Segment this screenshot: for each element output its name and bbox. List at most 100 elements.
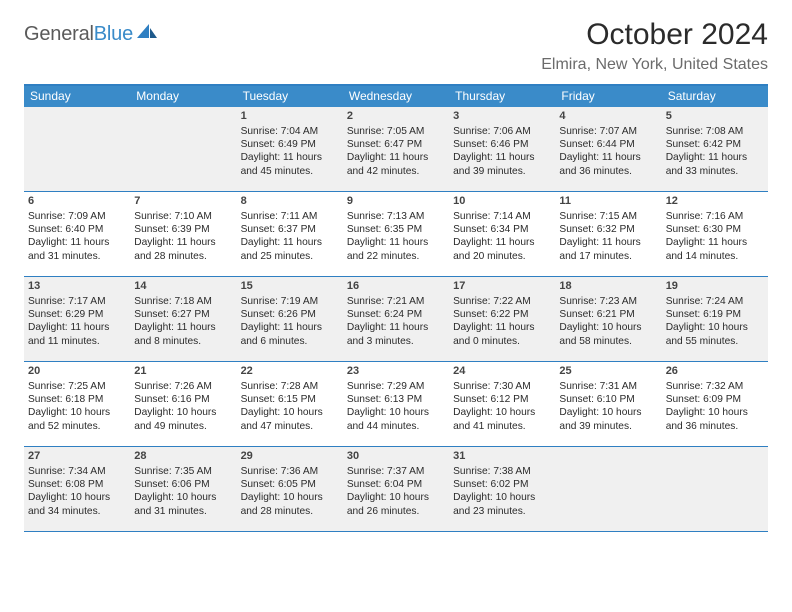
sunrise-text: Sunrise: 7:15 AM [559, 210, 657, 223]
calendar-day-cell: 10Sunrise: 7:14 AMSunset: 6:34 PMDayligh… [449, 192, 555, 276]
daylight-text: Daylight: 10 hours and 36 minutes. [666, 406, 764, 433]
sunrise-text: Sunrise: 7:36 AM [241, 465, 339, 478]
day-number: 11 [559, 194, 657, 209]
daylight-text: Daylight: 11 hours and 14 minutes. [666, 236, 764, 263]
calendar-day-cell: 9Sunrise: 7:13 AMSunset: 6:35 PMDaylight… [343, 192, 449, 276]
day-number: 28 [134, 449, 232, 464]
daylight-text: Daylight: 11 hours and 6 minutes. [241, 321, 339, 348]
sunrise-text: Sunrise: 7:17 AM [28, 295, 126, 308]
calendar-day-cell: 29Sunrise: 7:36 AMSunset: 6:05 PMDayligh… [237, 447, 343, 531]
sunrise-text: Sunrise: 7:19 AM [241, 295, 339, 308]
sunset-text: Sunset: 6:37 PM [241, 223, 339, 236]
page-title: October 2024 [541, 18, 768, 52]
sunrise-text: Sunrise: 7:11 AM [241, 210, 339, 223]
calendar-week-row: 20Sunrise: 7:25 AMSunset: 6:18 PMDayligh… [24, 362, 768, 447]
sunrise-text: Sunrise: 7:06 AM [453, 125, 551, 138]
logo-text-blue: Blue [94, 23, 133, 45]
daylight-text: Daylight: 11 hours and 22 minutes. [347, 236, 445, 263]
location-label: Elmira, New York, United States [541, 56, 768, 74]
daylight-text: Daylight: 10 hours and 41 minutes. [453, 406, 551, 433]
daylight-text: Daylight: 10 hours and 44 minutes. [347, 406, 445, 433]
calendar-header-row: SundayMondayTuesdayWednesdayThursdayFrid… [24, 86, 768, 107]
sunrise-text: Sunrise: 7:05 AM [347, 125, 445, 138]
calendar-day-cell: 24Sunrise: 7:30 AMSunset: 6:12 PMDayligh… [449, 362, 555, 446]
calendar-week-row: 13Sunrise: 7:17 AMSunset: 6:29 PMDayligh… [24, 277, 768, 362]
calendar-day-cell: 13Sunrise: 7:17 AMSunset: 6:29 PMDayligh… [24, 277, 130, 361]
calendar-day-cell: 30Sunrise: 7:37 AMSunset: 6:04 PMDayligh… [343, 447, 449, 531]
daylight-text: Daylight: 11 hours and 8 minutes. [134, 321, 232, 348]
sunset-text: Sunset: 6:46 PM [453, 138, 551, 151]
calendar-day-cell: 22Sunrise: 7:28 AMSunset: 6:15 PMDayligh… [237, 362, 343, 446]
sunrise-text: Sunrise: 7:35 AM [134, 465, 232, 478]
sunrise-text: Sunrise: 7:38 AM [453, 465, 551, 478]
daylight-text: Daylight: 10 hours and 49 minutes. [134, 406, 232, 433]
sunrise-text: Sunrise: 7:22 AM [453, 295, 551, 308]
sunset-text: Sunset: 6:29 PM [28, 308, 126, 321]
sunrise-text: Sunrise: 7:31 AM [559, 380, 657, 393]
sunset-text: Sunset: 6:44 PM [559, 138, 657, 151]
daylight-text: Daylight: 11 hours and 39 minutes. [453, 151, 551, 178]
sunset-text: Sunset: 6:42 PM [666, 138, 764, 151]
calendar-day-cell: 17Sunrise: 7:22 AMSunset: 6:22 PMDayligh… [449, 277, 555, 361]
calendar-day-cell [24, 107, 130, 191]
sunrise-text: Sunrise: 7:29 AM [347, 380, 445, 393]
day-number: 29 [241, 449, 339, 464]
sunrise-text: Sunrise: 7:21 AM [347, 295, 445, 308]
daylight-text: Daylight: 11 hours and 0 minutes. [453, 321, 551, 348]
day-number: 19 [666, 279, 764, 294]
sunset-text: Sunset: 6:18 PM [28, 393, 126, 406]
calendar-week-row: 6Sunrise: 7:09 AMSunset: 6:40 PMDaylight… [24, 192, 768, 277]
title-block: October 2024 Elmira, New York, United St… [541, 18, 768, 74]
day-number: 3 [453, 109, 551, 124]
calendar-day-cell: 11Sunrise: 7:15 AMSunset: 6:32 PMDayligh… [555, 192, 661, 276]
sunrise-text: Sunrise: 7:09 AM [28, 210, 126, 223]
day-number: 24 [453, 364, 551, 379]
sunrise-text: Sunrise: 7:04 AM [241, 125, 339, 138]
day-number: 7 [134, 194, 232, 209]
sunset-text: Sunset: 6:09 PM [666, 393, 764, 406]
calendar-header-cell: Sunday [24, 86, 130, 107]
calendar-day-cell: 1Sunrise: 7:04 AMSunset: 6:49 PMDaylight… [237, 107, 343, 191]
calendar-day-cell: 2Sunrise: 7:05 AMSunset: 6:47 PMDaylight… [343, 107, 449, 191]
calendar-week-row: 27Sunrise: 7:34 AMSunset: 6:08 PMDayligh… [24, 447, 768, 532]
sunrise-text: Sunrise: 7:25 AM [28, 380, 126, 393]
daylight-text: Daylight: 11 hours and 28 minutes. [134, 236, 232, 263]
sunrise-text: Sunrise: 7:13 AM [347, 210, 445, 223]
calendar-day-cell: 15Sunrise: 7:19 AMSunset: 6:26 PMDayligh… [237, 277, 343, 361]
day-number: 14 [134, 279, 232, 294]
daylight-text: Daylight: 10 hours and 31 minutes. [134, 491, 232, 518]
calendar-day-cell: 12Sunrise: 7:16 AMSunset: 6:30 PMDayligh… [662, 192, 768, 276]
day-number: 6 [28, 194, 126, 209]
sunset-text: Sunset: 6:08 PM [28, 478, 126, 491]
daylight-text: Daylight: 11 hours and 17 minutes. [559, 236, 657, 263]
day-number: 27 [28, 449, 126, 464]
calendar-day-cell: 28Sunrise: 7:35 AMSunset: 6:06 PMDayligh… [130, 447, 236, 531]
daylight-text: Daylight: 10 hours and 28 minutes. [241, 491, 339, 518]
daylight-text: Daylight: 11 hours and 33 minutes. [666, 151, 764, 178]
sunrise-text: Sunrise: 7:28 AM [241, 380, 339, 393]
calendar-day-cell: 20Sunrise: 7:25 AMSunset: 6:18 PMDayligh… [24, 362, 130, 446]
day-number: 31 [453, 449, 551, 464]
day-number: 12 [666, 194, 764, 209]
calendar-day-cell: 19Sunrise: 7:24 AMSunset: 6:19 PMDayligh… [662, 277, 768, 361]
sunset-text: Sunset: 6:12 PM [453, 393, 551, 406]
day-number: 5 [666, 109, 764, 124]
calendar-day-cell [130, 107, 236, 191]
sunset-text: Sunset: 6:34 PM [453, 223, 551, 236]
day-number: 23 [347, 364, 445, 379]
daylight-text: Daylight: 11 hours and 3 minutes. [347, 321, 445, 348]
calendar-day-cell: 3Sunrise: 7:06 AMSunset: 6:46 PMDaylight… [449, 107, 555, 191]
sunset-text: Sunset: 6:05 PM [241, 478, 339, 491]
calendar-day-cell: 18Sunrise: 7:23 AMSunset: 6:21 PMDayligh… [555, 277, 661, 361]
day-number: 18 [559, 279, 657, 294]
sunset-text: Sunset: 6:16 PM [134, 393, 232, 406]
sunset-text: Sunset: 6:22 PM [453, 308, 551, 321]
sunset-text: Sunset: 6:49 PM [241, 138, 339, 151]
sunset-text: Sunset: 6:02 PM [453, 478, 551, 491]
sunrise-text: Sunrise: 7:14 AM [453, 210, 551, 223]
calendar-day-cell: 31Sunrise: 7:38 AMSunset: 6:02 PMDayligh… [449, 447, 555, 531]
sunrise-text: Sunrise: 7:08 AM [666, 125, 764, 138]
day-number: 22 [241, 364, 339, 379]
calendar-day-cell: 8Sunrise: 7:11 AMSunset: 6:37 PMDaylight… [237, 192, 343, 276]
sunset-text: Sunset: 6:10 PM [559, 393, 657, 406]
